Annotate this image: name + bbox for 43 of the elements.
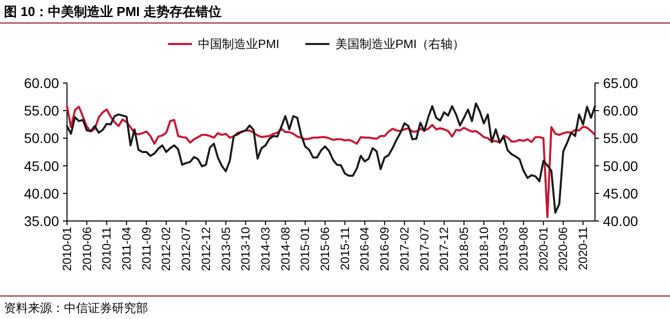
x-tick-label: 2018-10 xyxy=(476,226,491,272)
y-tick-label: 45.00 xyxy=(24,158,60,174)
x-tick-label: 2017-02 xyxy=(397,226,412,272)
x-tick-label: 2014-08 xyxy=(278,226,292,272)
y2-tick-label: 40.00 xyxy=(603,213,638,229)
y2-tick-label: 55.00 xyxy=(603,130,638,146)
x-tick-label: 2015-11 xyxy=(338,226,352,270)
y2-tick-label: 60.00 xyxy=(603,102,638,119)
x-tick-label: 2020-06 xyxy=(556,226,570,272)
x-tick-label: 2016-09 xyxy=(378,226,392,272)
x-tick-label: 2012-07 xyxy=(179,226,194,272)
x-tick-label: 2010-06 xyxy=(80,226,94,272)
y2-tick-label: 50.00 xyxy=(603,158,638,174)
y-tick-label: 50.00 xyxy=(24,130,60,146)
text: 资料来源：中信证券研究部 xyxy=(4,301,148,315)
x-tick-label: 2017-07 xyxy=(417,226,432,272)
x-tick-label: 2015-01 xyxy=(298,226,312,272)
x-tick-label: 2011-09 xyxy=(139,226,154,270)
x-tick-label: 2020-01 xyxy=(536,226,550,272)
y-tick-label: 55.00 xyxy=(24,102,60,119)
y-tick-label: 60.00 xyxy=(24,75,60,91)
y-tick-label: 40.00 xyxy=(24,185,60,202)
x-tick-label: 2013-05 xyxy=(218,226,233,272)
x-tick-label: 2017-12 xyxy=(437,226,452,272)
y2-tick-label: 65.00 xyxy=(603,75,638,91)
x-tick-label: 2010-01 xyxy=(60,226,74,272)
chart-title: 图 10：中美制造业 PMI 走势存在错位 xyxy=(4,4,222,19)
x-tick-label: 2012-12 xyxy=(198,226,213,272)
x-tick-label: 2011-04 xyxy=(120,226,134,270)
x-tick-label: 2015-06 xyxy=(318,226,332,272)
x-tick-label: 2020-11 xyxy=(576,226,590,270)
y2-tick-label: 45.00 xyxy=(603,185,638,202)
x-tick-label: 2013-10 xyxy=(238,226,253,272)
x-tick-label: 2012-02 xyxy=(159,226,174,272)
x-tick-label: 2014-03 xyxy=(258,226,272,272)
x-tick-label: 2018-05 xyxy=(456,226,471,272)
x-tick-label: 2010-11 xyxy=(100,226,114,270)
y-tick-label: 35.00 xyxy=(24,213,60,229)
x-tick-label: 2019-03 xyxy=(496,226,511,272)
x-tick-label: 2016-04 xyxy=(358,226,372,272)
legend-label: 美国制造业PMI（右轴） xyxy=(335,37,465,51)
x-tick-label: 2019-08 xyxy=(516,226,531,272)
legend-label: 中国制造业PMI xyxy=(198,37,280,51)
